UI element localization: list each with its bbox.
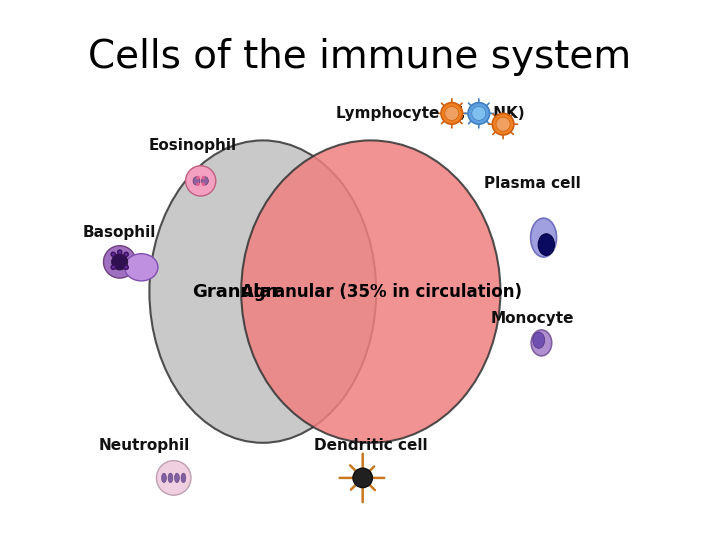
Ellipse shape [181,473,186,483]
Circle shape [104,246,136,278]
Circle shape [186,166,216,196]
Text: Lymphocyte (T, B, NK): Lymphocyte (T, B, NK) [336,106,524,121]
Ellipse shape [125,254,158,281]
Text: Monocyte: Monocyte [491,311,575,326]
Ellipse shape [533,332,545,348]
Text: Neutrophil: Neutrophil [99,438,189,453]
Text: Agranular (35% in circulation): Agranular (35% in circulation) [241,282,522,301]
Circle shape [196,176,200,179]
Circle shape [156,461,191,495]
Text: Granular: Granular [192,282,280,301]
Circle shape [111,252,115,256]
Text: Basophil: Basophil [83,225,156,240]
Circle shape [468,103,490,124]
Ellipse shape [241,140,500,443]
Ellipse shape [538,234,554,255]
Circle shape [117,250,122,254]
Ellipse shape [202,177,208,185]
Circle shape [124,265,128,269]
Ellipse shape [193,177,200,185]
Ellipse shape [174,473,179,483]
Circle shape [496,117,510,131]
Ellipse shape [168,473,173,483]
Circle shape [353,468,372,488]
Text: Eosinophil: Eosinophil [148,138,237,153]
Circle shape [445,106,459,120]
Circle shape [112,254,128,270]
Ellipse shape [161,473,166,483]
Ellipse shape [531,218,557,257]
Ellipse shape [150,140,377,443]
Text: Plasma cell: Plasma cell [485,176,581,191]
Circle shape [202,183,205,186]
Text: Dendritic cell: Dendritic cell [314,438,428,453]
Circle shape [124,252,128,256]
Ellipse shape [531,330,552,356]
Circle shape [472,106,486,120]
Circle shape [111,265,115,269]
Circle shape [196,183,200,186]
Circle shape [492,113,514,135]
Circle shape [202,176,205,179]
Text: Cells of the immune system: Cells of the immune system [89,38,631,76]
Circle shape [441,103,462,124]
